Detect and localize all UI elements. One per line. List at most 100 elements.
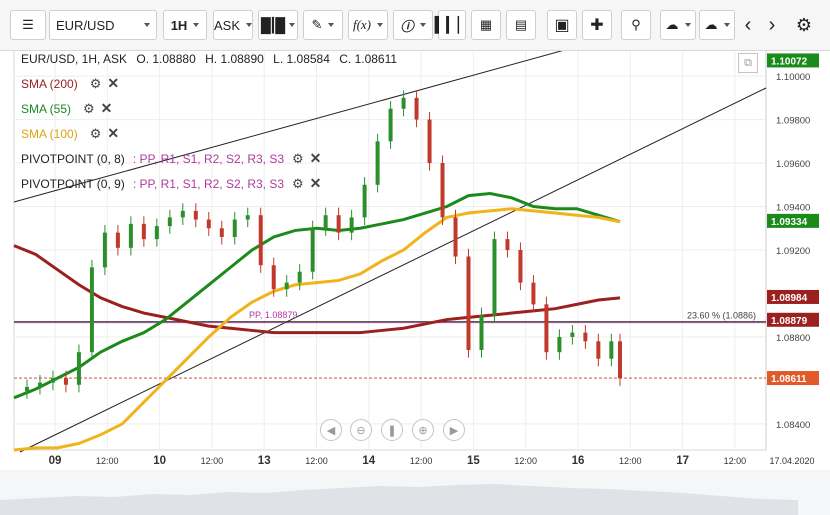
ohlc-high: H. 1.08890 bbox=[205, 52, 264, 66]
price-tag-sma200-bg bbox=[767, 289, 819, 304]
candle-body bbox=[427, 119, 432, 164]
chevron-down-icon bbox=[419, 23, 426, 27]
legend-sma200: SMA (200) ⚙ ✕ bbox=[21, 75, 119, 92]
x-tick-label: 17.04.2020 bbox=[769, 456, 814, 466]
expand-icon[interactable]: ⧉ bbox=[738, 53, 758, 73]
candle-body bbox=[362, 184, 367, 218]
gear-icon[interactable]: ⚙ bbox=[89, 125, 102, 141]
candle-body bbox=[531, 282, 536, 305]
price-tag-sma55: 1.09334 bbox=[771, 217, 808, 228]
zoom-in-icon[interactable]: ⊕ bbox=[412, 419, 434, 441]
price-tag-pivot: 1.08879 bbox=[771, 316, 808, 327]
candle-body bbox=[440, 163, 445, 218]
candle-body bbox=[271, 265, 276, 290]
gear-icon[interactable]: ⚙ bbox=[83, 100, 95, 116]
y-tick-label: 1.09800 bbox=[776, 116, 810, 127]
symbol-label: EUR/USD bbox=[56, 17, 115, 33]
price-type-label: ASK bbox=[214, 17, 241, 33]
x-tick-label: 16 bbox=[572, 455, 585, 467]
candle-body bbox=[167, 217, 172, 227]
legend-pivot1-name: PIVOTPOINT (0, 8) bbox=[21, 151, 125, 166]
calendar-icon: ▦ bbox=[479, 17, 493, 32]
chevron-down-icon bbox=[193, 23, 200, 27]
chevron-left-icon[interactable]: ‹ bbox=[744, 13, 752, 36]
info-button[interactable]: ⓘ bbox=[393, 10, 433, 40]
chevron-down-icon bbox=[723, 23, 730, 27]
lock-button[interactable]: ▣ bbox=[547, 10, 577, 40]
x-tick-label: 12:00 bbox=[410, 456, 433, 466]
price-tag-pivot-bg bbox=[767, 312, 819, 327]
close-icon[interactable]: ✕ bbox=[107, 75, 120, 91]
symbol-select[interactable]: EUR/USD bbox=[49, 10, 157, 40]
chevron-down-icon bbox=[246, 23, 253, 27]
gear-icon[interactable]: ⚙ bbox=[292, 175, 304, 191]
legend-pivot1-levels: : PP, R1, S1, R2, S2, R3, S3 bbox=[132, 151, 285, 166]
y-tick-label: 1.10000 bbox=[776, 72, 810, 83]
interval-select[interactable]: 1H bbox=[163, 10, 207, 40]
gear-icon[interactable]: ⚙ bbox=[292, 150, 304, 166]
drawing-tools-button[interactable]: ✎ bbox=[303, 10, 343, 40]
menu-icon[interactable]: ☰ bbox=[10, 10, 46, 40]
indicators-button[interactable]: f(x) bbox=[348, 10, 388, 40]
close-icon[interactable]: ✕ bbox=[309, 175, 322, 191]
scroll-left-icon[interactable]: ◀ bbox=[320, 419, 342, 441]
chart-type-button[interactable]: █┃█ bbox=[258, 10, 298, 40]
candle-body bbox=[544, 304, 549, 353]
y-tick-label: 1.08800 bbox=[776, 333, 810, 344]
gear-icon[interactable]: ⚙ bbox=[795, 14, 813, 35]
crosshair-button[interactable]: ✚ bbox=[582, 10, 612, 40]
close-icon[interactable]: ✕ bbox=[309, 150, 322, 166]
candle-body bbox=[115, 232, 120, 248]
sma200-line bbox=[13, 244, 621, 335]
candle-body bbox=[63, 378, 68, 385]
navigator-area bbox=[0, 484, 798, 515]
candle-body bbox=[518, 250, 523, 283]
candle-body bbox=[154, 226, 159, 240]
zoom-button[interactable]: ⚲ bbox=[621, 10, 651, 40]
close-icon[interactable]: ✕ bbox=[107, 125, 120, 141]
trendline-lower bbox=[19, 87, 767, 453]
ohlc-low: L. 1.08584 bbox=[273, 52, 330, 66]
gear-icon[interactable]: ⚙ bbox=[89, 75, 102, 91]
candle-body bbox=[89, 267, 94, 353]
y-tick-label: 1.09600 bbox=[776, 159, 810, 170]
cloud-download-icon: ☁ bbox=[704, 17, 718, 32]
candle-body bbox=[102, 232, 107, 268]
candle-body bbox=[24, 386, 29, 392]
upload-button[interactable]: ☁ bbox=[660, 10, 696, 40]
legend-sma100-label: SMA (100) bbox=[21, 126, 78, 141]
chevron-right-icon[interactable]: › bbox=[768, 13, 776, 36]
download-button[interactable]: ☁ bbox=[699, 10, 735, 40]
candle-body bbox=[557, 336, 562, 353]
legend-pivot-1: PIVOTPOINT (0, 8) : PP, R1, S1, R2, S2, … bbox=[21, 150, 321, 167]
candle-body bbox=[232, 219, 237, 237]
price-tag-sma200: 1.08984 bbox=[771, 293, 808, 304]
fib-label: 23.60 % (1.0886) bbox=[687, 311, 756, 321]
ohlc-open: O. 1.08880 bbox=[136, 52, 196, 66]
close-icon[interactable]: ✕ bbox=[100, 100, 113, 116]
candle-body bbox=[297, 271, 302, 283]
price-tag-sma55-bg bbox=[767, 213, 819, 228]
price-type-select[interactable]: ASK bbox=[213, 10, 253, 40]
calendar-button[interactable]: ▦ bbox=[471, 10, 501, 40]
zoom-out-icon[interactable]: ⊖ bbox=[350, 419, 372, 441]
cloud-upload-icon: ☁ bbox=[665, 17, 679, 32]
pivot-label: PP, 1.08879 bbox=[249, 310, 297, 320]
price-tag-top-bg bbox=[767, 53, 819, 68]
y-tick-label: 1.09200 bbox=[776, 246, 810, 257]
ohlc-readout: EUR/USD, 1H, ASK O. 1.08880 H. 1.08890 L… bbox=[21, 52, 403, 66]
candle-body bbox=[219, 228, 224, 237]
legend-pivot2-name: PIVOTPOINT (0, 9) bbox=[21, 176, 125, 191]
x-tick-label: 14 bbox=[362, 455, 375, 467]
scroll-right-icon[interactable]: ▶ bbox=[443, 419, 465, 441]
y-tick-label: 1.08400 bbox=[776, 420, 810, 431]
candle-body bbox=[76, 352, 81, 385]
news-button[interactable]: ▤ bbox=[506, 10, 536, 40]
reset-zoom-icon[interactable]: ❚ bbox=[381, 419, 403, 441]
toolbar: ☰ EUR/USD 1H ASK █┃█ ✎ f(x) ⓘ ▍▎▏ ▦ ▤ ▣ … bbox=[0, 0, 830, 51]
candle-body bbox=[258, 215, 263, 266]
legend-sma100: SMA (100) ⚙ ✕ bbox=[21, 125, 119, 142]
candle-body bbox=[596, 341, 601, 359]
volume-button[interactable]: ▍▎▏ bbox=[435, 10, 469, 40]
